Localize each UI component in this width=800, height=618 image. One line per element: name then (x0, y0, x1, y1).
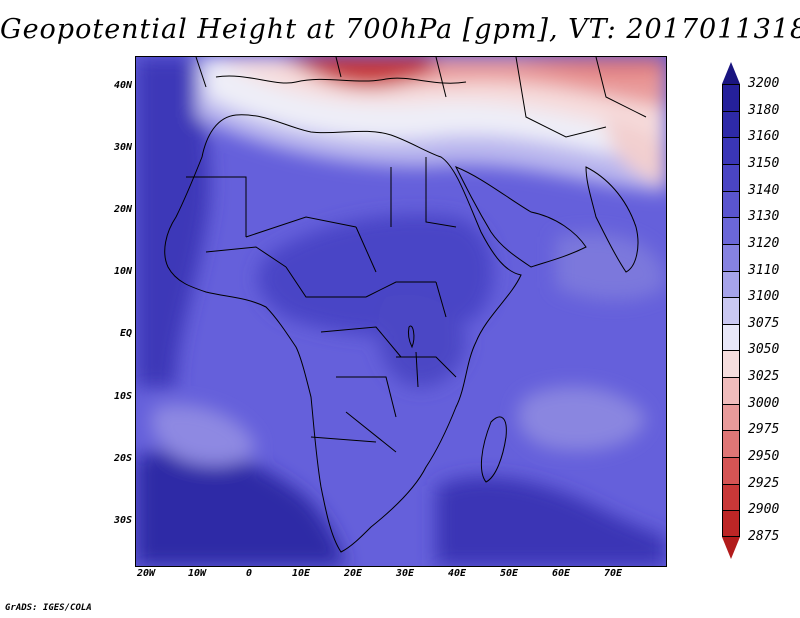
colorbar (722, 62, 740, 559)
colorbar-swatch (722, 430, 740, 458)
lon-label-0: 0 (245, 568, 253, 579)
lat-label-10n: 10N (113, 266, 132, 277)
lat-label-eq: EQ (119, 328, 132, 339)
colorbar-swatch (722, 350, 740, 378)
coastlines (164, 57, 647, 553)
colorbar-level-label: 2975 (748, 422, 780, 438)
colorbar-level-label: 3140 (748, 182, 780, 198)
colorbar-level-label: 2900 (748, 502, 780, 518)
lat-label-30s: 30S (113, 515, 132, 526)
lon-label-30e: 30E (395, 568, 415, 579)
colorbar-level-label: 3050 (748, 342, 780, 358)
lon-label-20w: 20W (136, 568, 156, 579)
lon-label-50e: 50E (499, 568, 519, 579)
colorbar-level-label: 3110 (748, 262, 780, 278)
colorbar-level-label: 3180 (748, 102, 780, 118)
colorbar-level-label: 3120 (748, 235, 780, 251)
lat-label-20n: 20N (113, 204, 132, 215)
colorbar-level-label: 3000 (748, 395, 780, 411)
colorbar-level-label: 3150 (748, 155, 780, 171)
colorbar-swatch (722, 137, 740, 164)
colorbar-bottom-arrow (722, 537, 740, 559)
lon-label-70e: 70E (603, 568, 623, 579)
colorbar-swatch (722, 457, 740, 484)
colorbar-swatch (722, 243, 740, 271)
colorbar-swatch (722, 190, 740, 218)
colorbar-level-label: 2875 (748, 529, 780, 544)
colorbar-level-label: 3130 (748, 209, 780, 225)
lon-label-10w: 10W (187, 568, 207, 579)
colorbar-level-label: 3200 (748, 76, 780, 91)
lon-label-60e: 60E (551, 568, 571, 579)
colorbar-swatch (722, 377, 740, 404)
lat-label-20s: 20S (113, 453, 132, 464)
colorbar-level-label: 3100 (748, 289, 780, 305)
colorbar-swatch (722, 270, 740, 298)
colorbar-swatch (722, 217, 740, 244)
colorbar-level-label: 3075 (748, 315, 780, 331)
colorbar-swatch (722, 110, 740, 138)
colorbar-swatch (722, 84, 740, 111)
lat-label-40n: 40N (113, 80, 132, 91)
colorbar-swatch (722, 510, 740, 537)
colorbar-level-label: 2950 (748, 449, 780, 465)
colorbar-swatch (722, 403, 740, 431)
colorbar-level-label: 2925 (748, 475, 780, 491)
map-panel (135, 56, 667, 567)
lon-label-10e: 10E (291, 568, 311, 579)
colorbar-top-arrow (722, 62, 740, 84)
plot-title: Geopotential Height at 700hPa [gpm], VT:… (0, 14, 800, 45)
lat-label-30n: 30N (113, 142, 132, 153)
colorbar-swatch (722, 483, 740, 511)
lon-label-40e: 40E (447, 568, 467, 579)
lon-label-20e: 20E (343, 568, 363, 579)
grads-credit: GrADS: IGES/COLA (5, 603, 92, 613)
colorbar-swatch (722, 297, 740, 324)
contour-map (136, 57, 666, 566)
lat-label-10s: 10S (113, 391, 132, 402)
height-field-contours (136, 57, 666, 566)
colorbar-swatch (722, 163, 740, 191)
colorbar-level-label: 3160 (748, 129, 780, 145)
colorbar-level-label: 3025 (748, 369, 780, 385)
colorbar-swatch (722, 323, 740, 351)
